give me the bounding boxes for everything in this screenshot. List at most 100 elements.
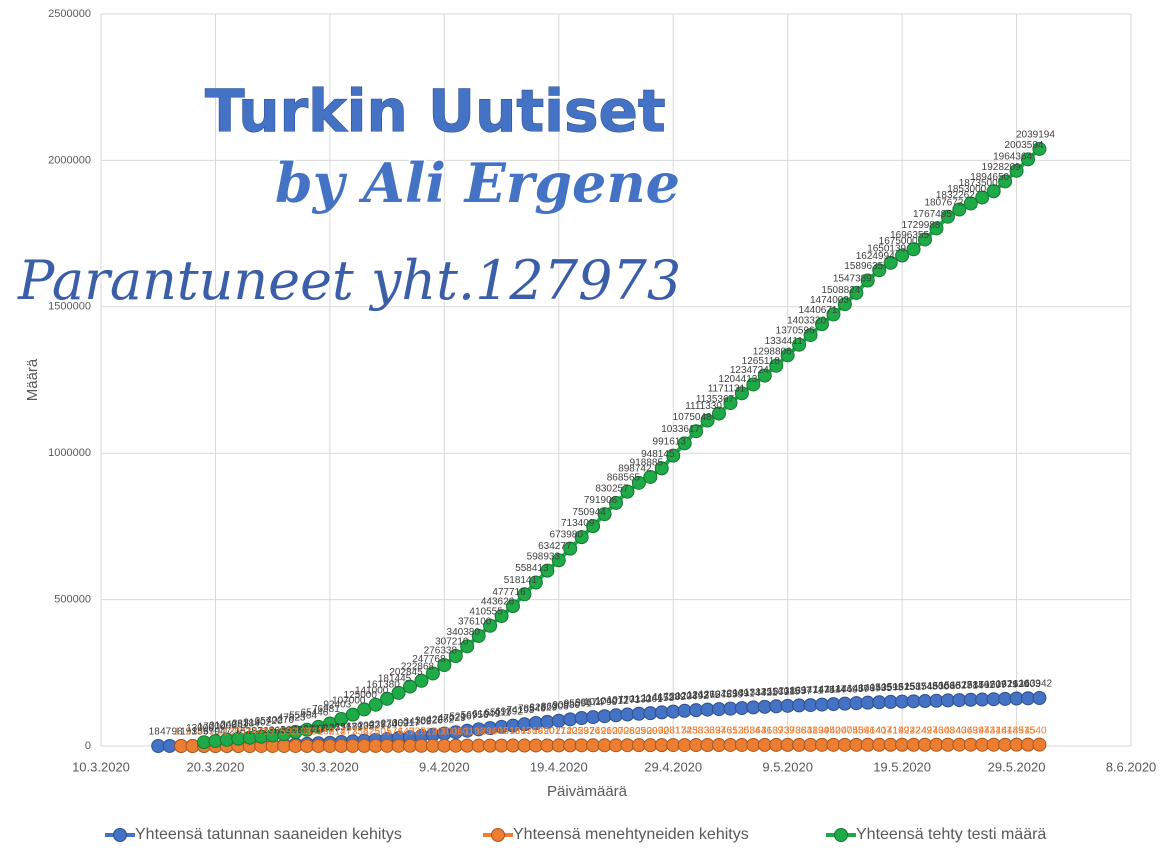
data-point (963, 196, 978, 211)
data-label: 713409 (561, 518, 595, 529)
data-label: 1769 (521, 726, 544, 737)
data-label: 117589 (653, 692, 686, 703)
data-label: 37 (240, 727, 252, 738)
x-tick-label: 19.4.2020 (530, 759, 588, 774)
data-label: 23934 (369, 720, 397, 731)
data-label: 1890 (532, 726, 555, 737)
data-label: 3841 (795, 726, 818, 737)
data-label: 2003594 (1005, 140, 1044, 151)
data-label: 150593 (870, 683, 904, 694)
data-point (734, 386, 749, 401)
data-label: 1650139 (867, 243, 906, 254)
data-label: 163942 (1019, 679, 1053, 690)
data-label: 1508824 (821, 285, 860, 296)
data-label: 1171131 (708, 384, 746, 395)
data-label: 4055 (841, 725, 864, 736)
data-label: 1101 (452, 726, 474, 737)
data-label: 2900 (635, 726, 658, 737)
data-label: 634277 (538, 541, 572, 552)
data-label: 17000 (198, 722, 226, 733)
legend: Yhteensä tatunnan saaneiden kehitys Yhtee… (105, 826, 1046, 843)
data-label: 92 (286, 727, 298, 738)
data-label: 107773 (607, 695, 641, 706)
data-label: 127659 (710, 689, 744, 700)
data-label: 135569 (756, 687, 790, 698)
data-label: 750944 (572, 507, 606, 518)
data-label: 3894 (807, 726, 830, 737)
data-point (1009, 163, 1024, 178)
data-label: 2433 (258, 726, 281, 737)
plot: 18 47 981913596709471236152918722433362956… (149, 130, 1055, 753)
data-label: 2491 (589, 726, 612, 737)
data-label: 138657 (778, 686, 812, 697)
data-label: 114653 (641, 693, 674, 704)
legend-swatch-marker (113, 828, 127, 842)
data-label: 1006 (441, 726, 464, 737)
data-label: 1729988 (902, 220, 941, 231)
data-label: 74193 (507, 705, 535, 716)
x-tick-label: 29.4.2020 (644, 759, 702, 774)
recovered-annotation: Parantuneet yht.127973 (17, 249, 681, 312)
data-label: 1033617 (661, 424, 700, 435)
data-point (1032, 737, 1047, 752)
data-label: 1370596 (776, 325, 815, 336)
data-label: 141475 (801, 685, 835, 696)
data-label: 1296 (475, 726, 498, 737)
data-label: 44 (252, 727, 264, 738)
data-label: 21000 (209, 720, 237, 731)
data-label: 82329 (529, 703, 557, 714)
data-label: 55464 (289, 710, 317, 721)
data-label: 812 (421, 726, 438, 737)
data-label: 3739 (773, 726, 796, 737)
data-point (380, 691, 395, 706)
data-label: 1135367 (696, 394, 735, 405)
data-label: 791906 (584, 495, 618, 506)
data-label: 2992 (647, 726, 670, 737)
data-label: 158762 (962, 680, 996, 691)
watermark-author: by Ali Ergene (275, 151, 680, 215)
data-point (666, 448, 681, 463)
data-label: 1872 (246, 726, 269, 737)
data-label: 112261 (630, 694, 663, 705)
data-label: 4515 (1013, 725, 1036, 736)
data-label: 2259 (567, 726, 590, 737)
x-tick-label: 29.5.2020 (988, 759, 1046, 774)
data-label: 61049 (472, 709, 500, 720)
data-label: 20921 (358, 721, 386, 732)
data-point (597, 507, 612, 522)
data-label: 247768 (412, 654, 446, 665)
data-label: 307210 (435, 637, 469, 648)
data-label: 3336 (692, 726, 715, 737)
data-point (986, 184, 1001, 199)
data-label: 649 (398, 726, 415, 737)
data-point (643, 469, 658, 484)
data-point (1032, 141, 1047, 156)
data-label: 133721 (744, 687, 778, 698)
data-label: 4199 (887, 725, 910, 736)
data-label: 7402 (292, 724, 315, 735)
data-label: 598933 (527, 551, 561, 562)
data-label: 1807672 (924, 197, 963, 208)
data-label: 214 (329, 727, 346, 738)
legend-swatch-marker (834, 828, 848, 842)
data-label: 725 (409, 726, 426, 737)
data-label: 9 (209, 727, 215, 738)
data-label: 1518 (498, 726, 521, 737)
data-label: 27069 (381, 719, 409, 730)
x-tick-label: 9.5.2020 (762, 759, 813, 774)
data-label: 1894650 (970, 172, 1009, 183)
data-label: 110130 (619, 694, 652, 705)
data-label: 28384 (232, 718, 260, 729)
data-label: 144749 (824, 684, 858, 695)
data-label: 30217 (392, 718, 420, 729)
data-label: 95591 (564, 699, 592, 710)
data-label: 47823 (278, 713, 306, 724)
data-label: 3641 (750, 726, 773, 737)
data-label: 4 (197, 727, 203, 738)
data-label: 59 (263, 727, 275, 738)
data-label: 1440671 (799, 305, 838, 316)
data-label: 558413 (515, 563, 549, 574)
data-label: 1236 (223, 726, 246, 737)
data-label: 356 (352, 727, 369, 738)
data-label: 918885 (630, 458, 664, 469)
